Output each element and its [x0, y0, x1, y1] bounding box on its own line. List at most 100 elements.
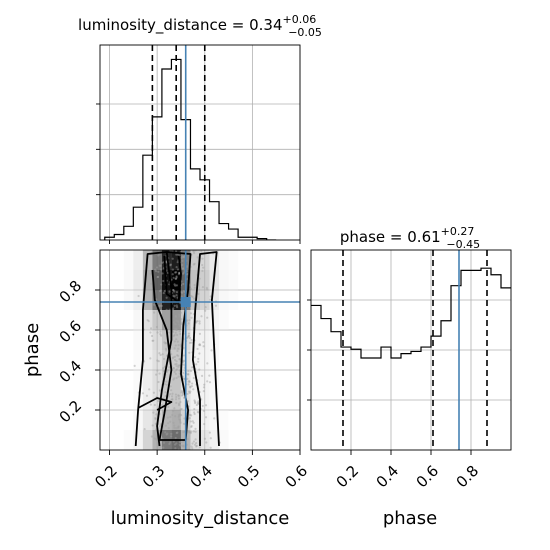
ticklabel-x-luminosity-distance: 0.6 [282, 462, 312, 492]
scatter-point [160, 309, 163, 312]
scatter-point [150, 282, 153, 285]
scatter-point [182, 430, 185, 434]
ticklabel-y-phase: 0.8 [56, 277, 86, 307]
density-cell [133, 310, 143, 330]
scatter-point [188, 431, 192, 434]
density-cell [152, 370, 162, 390]
density-cell [123, 270, 134, 290]
ticklabel-x-phase: 0.2 [333, 462, 363, 492]
scatter-point [200, 315, 203, 318]
scatter-point [197, 402, 200, 405]
scatter-point [165, 409, 168, 412]
scatter-point [148, 388, 151, 391]
scatter-point [189, 369, 193, 373]
scatter-point [172, 421, 175, 424]
scatter-point [195, 444, 198, 447]
ylabel-phase: phase [22, 323, 43, 377]
quantile-lines-phase [342, 250, 488, 450]
scatter-point [189, 385, 192, 388]
scatter-point [174, 315, 178, 319]
scatter-point [190, 338, 193, 342]
scatter-point [173, 426, 176, 429]
scatter-point [172, 409, 175, 412]
density-cell [190, 350, 200, 370]
scatter-point [189, 390, 192, 393]
grid-br [311, 250, 511, 450]
scatter-point [174, 323, 177, 326]
scatter-point [164, 347, 168, 351]
scatter-point [189, 312, 193, 315]
scatter-point [180, 322, 184, 325]
panel-phase-hist: 0.2 0.4 0.6 0.8 phase = 0.61+0.27 −0.45 [307, 225, 512, 492]
scatter-point [158, 389, 161, 392]
scatter-point [172, 289, 175, 292]
scatter-point [157, 254, 160, 257]
scatter-point [200, 374, 204, 377]
scatter-point [145, 394, 149, 397]
scatter-point [150, 334, 154, 338]
density-cell [209, 310, 220, 330]
scatter-point [188, 283, 192, 286]
scatter-point [178, 443, 181, 446]
scatter-point [173, 347, 176, 350]
scatter-point [161, 261, 164, 264]
scatter-point [186, 336, 190, 339]
scatter-point [188, 351, 191, 354]
density-cell [209, 250, 220, 270]
scatter-point [169, 415, 172, 419]
scatter-point [190, 316, 193, 319]
scatter-point [173, 290, 176, 293]
scatter-point [152, 339, 155, 342]
density-cell [161, 350, 172, 370]
scatter-point [175, 275, 178, 278]
scatter-point [191, 295, 194, 298]
scatter-point [173, 283, 176, 286]
scatter-point [176, 349, 179, 353]
scatter-point [192, 250, 195, 253]
scatter-point [164, 310, 168, 313]
scatter-point [180, 318, 183, 321]
scatter-point [182, 444, 185, 447]
scatter-point [187, 380, 190, 383]
scatter-point [204, 309, 207, 312]
scatter-point [172, 334, 175, 338]
scatter-point [190, 425, 193, 429]
scatter-point [171, 268, 174, 271]
scatter-point [178, 418, 182, 421]
scatter-point [192, 376, 195, 380]
scatter-point [192, 263, 195, 266]
scatter-point [156, 331, 159, 334]
scatter-point [165, 308, 168, 311]
scatter-point [186, 273, 189, 276]
scatter-point [209, 298, 212, 301]
scatter-point [177, 413, 181, 416]
density-cell [161, 250, 172, 270]
scatter-point [181, 391, 184, 395]
scatter-point [157, 399, 160, 403]
scatter-point [193, 283, 196, 287]
scatter-point [201, 286, 205, 289]
density-cell [209, 430, 220, 450]
scatter-point [175, 328, 178, 332]
scatter-point [198, 446, 202, 449]
scatter-point [151, 424, 154, 427]
scatter-point [168, 311, 171, 315]
scatter-point [198, 277, 201, 280]
scatter-point [166, 422, 170, 425]
scatter-point [179, 358, 182, 361]
scatter-point [204, 305, 207, 309]
scatter-point [166, 432, 169, 435]
scatter-point [175, 328, 178, 332]
scatter-point [177, 354, 180, 357]
scatter-point [183, 377, 186, 380]
scatter-point [178, 315, 181, 318]
scatter-point [182, 267, 185, 270]
scatter-point [182, 359, 186, 362]
scatter-point [178, 414, 181, 418]
density-cell [142, 270, 153, 290]
scatter-point [168, 328, 171, 331]
scatter-point [160, 403, 163, 407]
scatter-point [198, 332, 202, 335]
scatter-point [146, 318, 149, 322]
scatter-point [193, 443, 197, 446]
